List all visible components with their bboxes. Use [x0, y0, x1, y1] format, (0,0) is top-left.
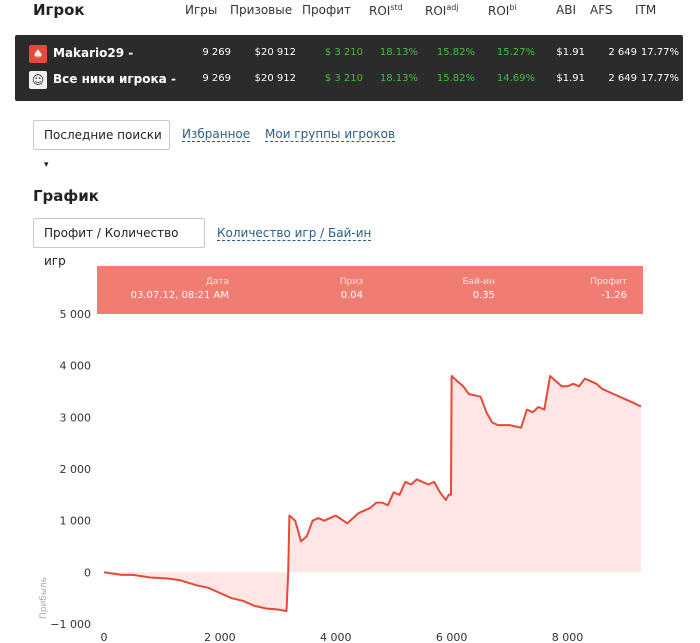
- chevron-down-icon: ▾: [44, 160, 49, 170]
- graph-heading: График: [33, 187, 99, 205]
- games-value: 9 269: [202, 47, 231, 58]
- y-tick-label: 3 000: [60, 411, 92, 424]
- afs-value: 2 649: [608, 73, 637, 84]
- y-axis: −1 000 0 1 000 2 000 3 000 4 000 5 000: [50, 308, 91, 631]
- roi-adj-value: 15.82%: [436, 73, 475, 84]
- roi-std-value: 18.13%: [379, 47, 418, 58]
- col-itm[interactable]: ITM: [635, 3, 657, 17]
- roi-std-value: 18.13%: [379, 73, 418, 84]
- y-tick-label: 4 000: [60, 360, 92, 373]
- x-tick-label: 6 000: [436, 631, 468, 643]
- col-abi[interactable]: ABI: [556, 3, 576, 17]
- abi-value: $1.91: [556, 47, 585, 58]
- col-prize[interactable]: Призовые: [230, 3, 293, 17]
- col-roi-bi[interactable]: ROIbi: [488, 3, 517, 18]
- prize-value: $20 912: [254, 73, 296, 84]
- tooltip-date-label: Дата: [205, 277, 229, 287]
- games-value: 9 269: [202, 73, 231, 84]
- x-tick-label: 2 000: [204, 631, 236, 643]
- col-roi-std[interactable]: ROIstd: [369, 3, 403, 18]
- x-axis: 0 2 000 4 000 6 000 8 000: [101, 631, 584, 643]
- player-row[interactable]: ♠ Makario29 - 9 269 $20 912 $ 3 210 18.1…: [15, 43, 683, 65]
- afs-value: 2 649: [608, 47, 637, 58]
- player-groups-link[interactable]: Мои группы игроков: [265, 127, 396, 142]
- roi-adj-value: 15.82%: [436, 47, 475, 58]
- tooltip-profit-label: Профит: [590, 277, 627, 287]
- tooltip-buyin-label: Бай-ин: [462, 277, 495, 287]
- y-tick-label: −1 000: [50, 618, 91, 631]
- x-tick-label: 0: [101, 631, 108, 643]
- player-stats-panel: ♠ Makario29 - 9 269 $20 912 $ 3 210 18.1…: [15, 35, 683, 101]
- prize-value: $20 912: [254, 47, 296, 58]
- tooltip-prize-label: Приз: [339, 277, 363, 287]
- tooltip-prize-value: 0.04: [340, 290, 363, 301]
- col-profit[interactable]: Профит: [302, 3, 352, 17]
- tooltip-profit-value: -1.26: [601, 290, 627, 301]
- col-games[interactable]: Игры: [185, 3, 218, 17]
- abi-value: $1.91: [556, 73, 585, 84]
- y-tick-label: 1 000: [60, 515, 92, 528]
- roi-bi-value: 14.69%: [496, 73, 535, 84]
- tooltip-date-value: 03.07.12, 08:21 AM: [130, 290, 229, 301]
- x-tick-label: 8 000: [552, 631, 584, 643]
- y-tick-label: 5 000: [60, 308, 92, 321]
- profit-value: $ 3 210: [324, 47, 363, 58]
- favorites-link[interactable]: Избранное: [182, 127, 251, 142]
- all-nicks-name[interactable]: Все ники игрока -: [53, 72, 176, 86]
- profit-area: [104, 376, 641, 612]
- x-tick-label: 4 000: [320, 631, 352, 643]
- chart-tooltip: Дата 03.07.12, 08:21 AM Приз 0.04 Бай-ин…: [97, 266, 643, 314]
- tab-games-buyin[interactable]: Количество игр / Бай-ин: [217, 226, 372, 241]
- roi-bi-value: 15.27%: [496, 47, 535, 58]
- col-afs[interactable]: AFS: [590, 3, 613, 17]
- tooltip-buyin-value: 0.35: [472, 290, 495, 301]
- stats-header: Игрок Игры Призовые Профит ROIstd ROIadj…: [0, 0, 700, 30]
- y-axis-label: Прибыль: [39, 577, 49, 619]
- col-roi-adj[interactable]: ROIadj: [425, 3, 459, 18]
- tab-profit-games[interactable]: Профит / Количество игр: [33, 218, 205, 268]
- y-tick-label: 0: [84, 566, 91, 579]
- pokerstars-icon: ♠: [29, 45, 47, 63]
- profit-value: $ 3 210: [324, 73, 363, 84]
- player-name[interactable]: Makario29 -: [53, 46, 134, 60]
- recent-searches-dropdown[interactable]: Последние поиски ▾: [33, 120, 170, 170]
- group-icon: ☺: [29, 71, 47, 89]
- itm-value: 17.77%: [640, 47, 679, 58]
- itm-value: 17.77%: [640, 73, 679, 84]
- header-title: Игрок: [33, 1, 85, 19]
- profit-line: [103, 375, 642, 613]
- player-row[interactable]: ☺ Все ники игрока - 9 269 $20 912 $ 3 21…: [15, 69, 683, 91]
- y-tick-label: 2 000: [60, 463, 92, 476]
